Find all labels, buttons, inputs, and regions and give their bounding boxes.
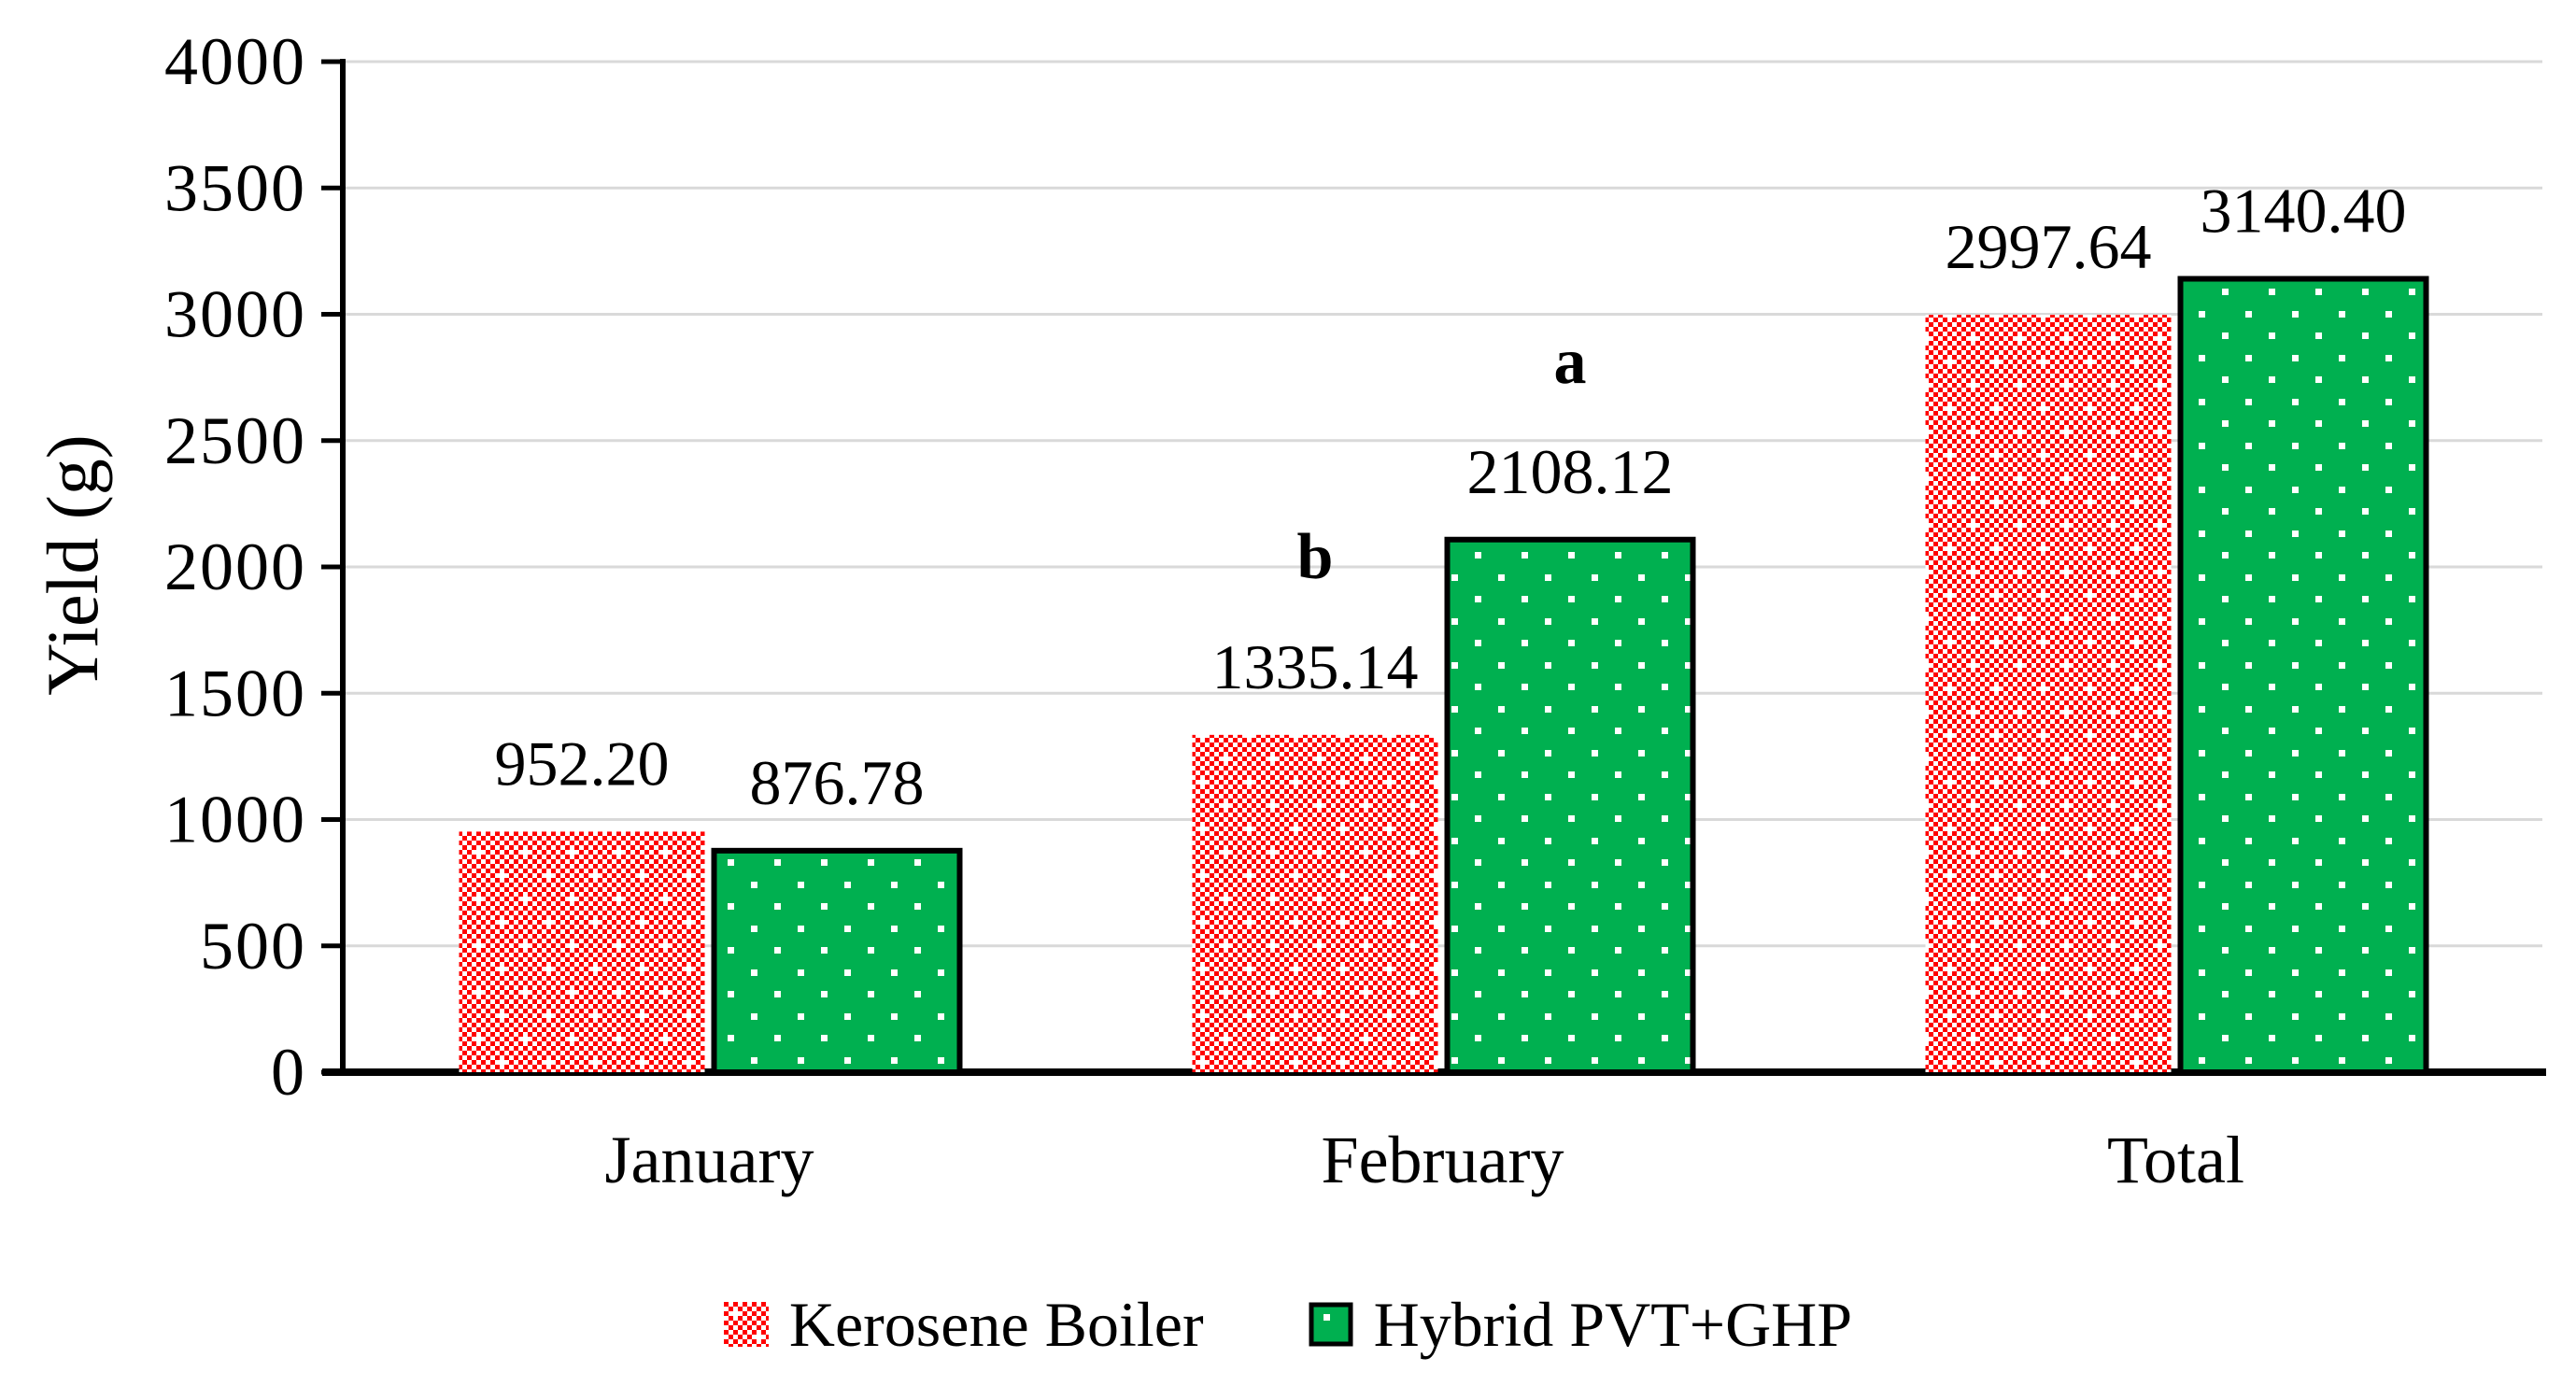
- y-tick-label-1500: 1500: [164, 656, 306, 730]
- y-tick-label-3000: 3000: [164, 277, 306, 352]
- bar-kerosene-boiler-february: [1192, 734, 1438, 1072]
- legend-label-hybrid-pvt-ghp: Hybrid PVT+GHP: [1373, 1289, 1853, 1360]
- y-axis: 0 500 1000 1500 2000 2500 3000 3500 4000: [164, 24, 2546, 1110]
- legend-item-hybrid-pvt-ghp: Hybrid PVT+GHP: [1309, 1289, 1853, 1360]
- bar-kerosene-boiler-january: [459, 831, 705, 1072]
- y-tick-label-3500: 3500: [164, 150, 306, 225]
- bar-value-label-hybrid-pvt-ghp-february: 2108.12: [1467, 436, 1674, 507]
- significance-letter-b: b: [1297, 521, 1334, 593]
- legend-swatch-hybrid-pattern-icon: [1309, 1302, 1353, 1347]
- y-tick-label-0: 0: [271, 1035, 306, 1110]
- y-axis-title: Yield (g): [32, 434, 113, 696]
- legend-item-kerosene-boiler: Kerosene Boiler: [723, 1289, 1204, 1360]
- y-tick-label-2500: 2500: [164, 403, 306, 478]
- y-tick-label-500: 500: [200, 909, 306, 983]
- bar-value-label-kerosene-boiler-january: 952.20: [495, 728, 670, 799]
- bar-hybrid-pvt-ghp-january: [711, 847, 963, 1075]
- x-category-label-february: February: [1322, 1123, 1564, 1197]
- legend-label-kerosene-boiler: Kerosene Boiler: [788, 1289, 1204, 1360]
- bar-value-label-kerosene-boiler-total: 2997.64: [1946, 211, 2152, 282]
- bar-hybrid-pvt-ghp-total: [2177, 276, 2429, 1075]
- bar-value-label-kerosene-boiler-february: 1335.14: [1212, 631, 1419, 702]
- significance-letter-a: a: [1554, 326, 1587, 398]
- y-tick-label-1000: 1000: [164, 783, 306, 857]
- bars: 952.20 876.78 1335.14 b 2108.12 a 2997.64 3140.…: [459, 176, 2429, 1075]
- bar-value-label-hybrid-pvt-ghp-january: 876.78: [750, 747, 925, 818]
- y-tick-label-2000: 2000: [164, 530, 306, 604]
- bar-kerosene-boiler-total: [1925, 315, 2172, 1072]
- gridlines: [343, 60, 2542, 948]
- legend: Kerosene Boiler Hybrid PVT+GHP: [0, 1293, 2576, 1356]
- x-category-label-total: Total: [2107, 1123, 2244, 1197]
- y-tick-label-4000: 4000: [164, 24, 306, 99]
- legend-swatch-kerosene-pattern-icon: [723, 1302, 769, 1347]
- x-category-label-january: January: [605, 1123, 814, 1197]
- bar-value-label-hybrid-pvt-ghp-total: 3140.40: [2201, 176, 2407, 247]
- bar-hybrid-pvt-ghp-february: [1444, 536, 1696, 1075]
